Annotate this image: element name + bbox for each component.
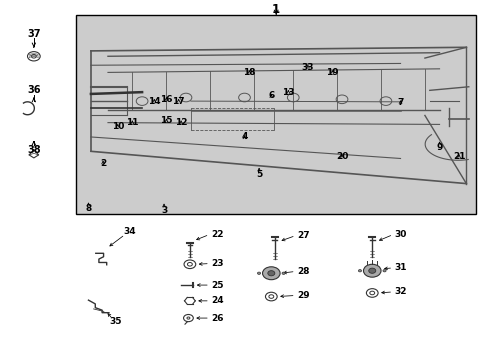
Text: 31: 31 — [394, 264, 407, 273]
Text: 14: 14 — [148, 96, 160, 105]
FancyBboxPatch shape — [76, 15, 475, 214]
Text: 34: 34 — [123, 228, 136, 237]
Text: 1: 1 — [272, 3, 280, 16]
Text: 13: 13 — [282, 87, 294, 96]
Text: 33: 33 — [301, 63, 313, 72]
Text: 17: 17 — [172, 96, 184, 105]
Text: 24: 24 — [211, 296, 224, 305]
Text: 30: 30 — [394, 230, 406, 239]
Circle shape — [282, 272, 285, 274]
Text: 4: 4 — [241, 132, 247, 141]
Text: 6: 6 — [267, 91, 274, 100]
Text: 20: 20 — [335, 152, 347, 161]
Circle shape — [267, 271, 274, 276]
Text: 38: 38 — [27, 144, 41, 154]
Text: 2: 2 — [100, 159, 106, 168]
Circle shape — [382, 270, 386, 272]
Text: 36: 36 — [27, 85, 41, 95]
Circle shape — [262, 267, 280, 280]
Text: 27: 27 — [297, 231, 309, 240]
Text: 3: 3 — [161, 206, 167, 215]
Text: 10: 10 — [111, 122, 123, 131]
Text: 35: 35 — [109, 317, 122, 326]
Text: 22: 22 — [211, 230, 224, 239]
Circle shape — [363, 264, 380, 277]
Text: 29: 29 — [297, 291, 309, 300]
Text: 23: 23 — [211, 259, 224, 268]
Text: 19: 19 — [325, 68, 338, 77]
Text: 26: 26 — [211, 314, 224, 323]
Circle shape — [368, 268, 375, 273]
Text: 32: 32 — [394, 287, 407, 296]
Text: 21: 21 — [452, 152, 465, 161]
Text: 5: 5 — [256, 170, 262, 179]
Text: 25: 25 — [211, 280, 224, 289]
Text: 11: 11 — [126, 118, 138, 127]
Text: 16: 16 — [160, 95, 172, 104]
Text: 12: 12 — [175, 118, 187, 127]
Text: 9: 9 — [435, 143, 442, 152]
Text: 37: 37 — [27, 29, 41, 39]
Text: 7: 7 — [397, 98, 403, 107]
Circle shape — [257, 272, 260, 274]
Circle shape — [358, 270, 361, 272]
Text: 28: 28 — [297, 267, 309, 276]
Text: 15: 15 — [160, 116, 172, 125]
Text: 8: 8 — [85, 204, 91, 213]
Text: 18: 18 — [243, 68, 255, 77]
